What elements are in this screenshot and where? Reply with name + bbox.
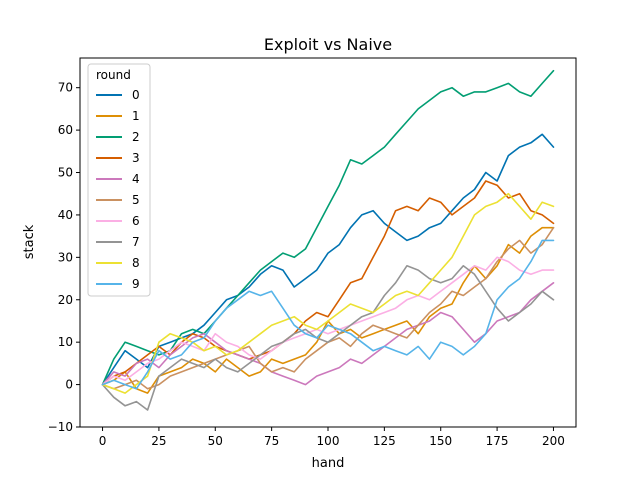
series-line-6 xyxy=(101,256,555,386)
legend-label-3: 3 xyxy=(132,151,140,165)
y-tick-label: 70 xyxy=(58,81,73,95)
y-tick-label: 20 xyxy=(58,293,73,307)
y-axis: −10 0 10 20 30 40 50 60 70 xyxy=(48,81,80,434)
series-lines xyxy=(101,69,555,411)
y-tick-label: −10 xyxy=(48,420,73,434)
x-tick-label: 200 xyxy=(542,434,565,448)
y-tick-label: 50 xyxy=(58,166,73,180)
y-tick-label: 40 xyxy=(58,208,73,222)
legend-label-6: 6 xyxy=(132,214,140,228)
series-line-7 xyxy=(101,264,555,411)
legend-title: round xyxy=(96,68,131,82)
y-axis-label: stack xyxy=(22,224,37,259)
chart-title: Exploit vs Naive xyxy=(264,35,392,54)
legend-label-1: 1 xyxy=(132,109,140,123)
x-tick-label: 125 xyxy=(373,434,396,448)
x-tick-label: 75 xyxy=(264,434,279,448)
x-tick-label: 50 xyxy=(208,434,223,448)
legend-label-9: 9 xyxy=(132,277,140,291)
series-line-3 xyxy=(101,180,555,386)
x-tick-label: 150 xyxy=(429,434,452,448)
x-tick-label: 0 xyxy=(99,434,107,448)
legend-label-4: 4 xyxy=(132,172,140,186)
y-tick-label: 10 xyxy=(58,335,73,349)
x-tick-label: 100 xyxy=(317,434,340,448)
y-tick-label: 30 xyxy=(58,250,73,264)
legend-label-5: 5 xyxy=(132,193,140,207)
series-line-4 xyxy=(101,281,555,386)
legend-label-8: 8 xyxy=(132,256,140,270)
series-line-2 xyxy=(101,69,555,386)
series-line-8 xyxy=(101,192,555,394)
legend-label-2: 2 xyxy=(132,130,140,144)
x-tick-label: 25 xyxy=(151,434,166,448)
legend-label-7: 7 xyxy=(132,235,140,249)
series-line-9 xyxy=(101,239,555,390)
y-tick-label: 0 xyxy=(65,378,73,392)
legend-label-0: 0 xyxy=(132,88,140,102)
x-tick-label: 175 xyxy=(486,434,509,448)
x-axis: 0 25 50 75 100 125 150 175 200 xyxy=(99,427,565,448)
x-axis-label: hand xyxy=(312,456,345,471)
y-tick-label: 60 xyxy=(58,123,73,137)
